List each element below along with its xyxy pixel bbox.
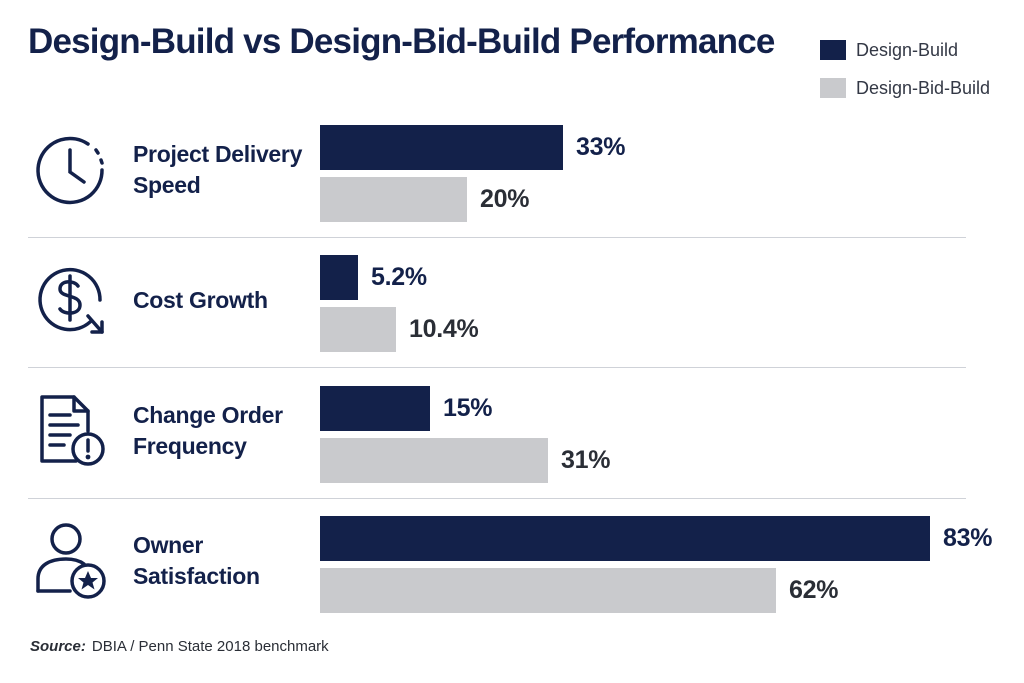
row-divider [28, 498, 966, 499]
legend-swatch-design-bid-build [820, 78, 846, 98]
legend-label-design-bid-build: Design-Bid-Build [856, 78, 991, 98]
user-star-icon [30, 521, 110, 601]
dollar-down-icon [30, 260, 110, 340]
bar-design-bid-build-change-order-frequency [320, 438, 548, 483]
category-label: Cost Growth [133, 287, 268, 313]
bar-design-bid-build-project-delivery-speed [320, 177, 467, 222]
chart-title: Design-Build vs Design-Bid-Build Perform… [28, 22, 775, 61]
legend-item-design-build: Design-Build [820, 38, 1020, 62]
data-label-design-bid-build: 20% [480, 185, 530, 213]
legend-swatch-design-build [820, 40, 846, 60]
source-label: Source: [30, 638, 86, 655]
bar-design-bid-build-cost-growth [320, 307, 396, 352]
bar-design-build-owner-satisfaction [320, 516, 930, 561]
data-label-design-build: 33% [576, 133, 626, 161]
row-divider [28, 367, 966, 368]
bar-design-build-cost-growth [320, 255, 358, 300]
document-alert-icon [30, 391, 110, 471]
data-label-design-build: 15% [443, 394, 493, 422]
chart-row-cost-growth: Cost Growth 5.2% 10.4% [0, 252, 1024, 352]
data-label-design-build: 83% [943, 524, 993, 552]
legend-item-design-bid-build: Design-Bid-Build [820, 76, 1020, 100]
category-label: Project Delivery [133, 141, 303, 167]
data-label-design-bid-build: 10.4% [409, 315, 479, 343]
data-label-design-bid-build: 31% [561, 446, 611, 474]
category-label: Speed [133, 172, 201, 198]
bar-design-build-change-order-frequency [320, 386, 430, 431]
source-text: DBIA / Penn State 2018 benchmark [91, 638, 329, 655]
chart-row-owner-satisfaction: Owner Satisfaction 83% 62% [0, 513, 1024, 613]
legend-label-design-build: Design-Build [856, 40, 959, 60]
data-label-design-build: 5.2% [371, 263, 427, 291]
data-label-design-bid-build: 62% [789, 576, 839, 604]
chart-row-change-order-frequency: Change Order Frequency 15% 31% [0, 383, 1024, 483]
category-label: Owner [133, 532, 204, 558]
category-label: Frequency [133, 433, 247, 459]
bar-design-bid-build-owner-satisfaction [320, 568, 776, 613]
clock-icon [30, 130, 110, 210]
bar-design-build-project-delivery-speed [320, 125, 563, 170]
row-divider [28, 237, 966, 238]
chart-row-project-delivery-speed: Project Delivery Speed 33% 20% [0, 122, 1024, 222]
category-label: Satisfaction [133, 563, 260, 589]
source-note: Source: DBIA / Penn State 2018 benchmark [30, 638, 329, 655]
category-label: Change Order [133, 402, 283, 428]
